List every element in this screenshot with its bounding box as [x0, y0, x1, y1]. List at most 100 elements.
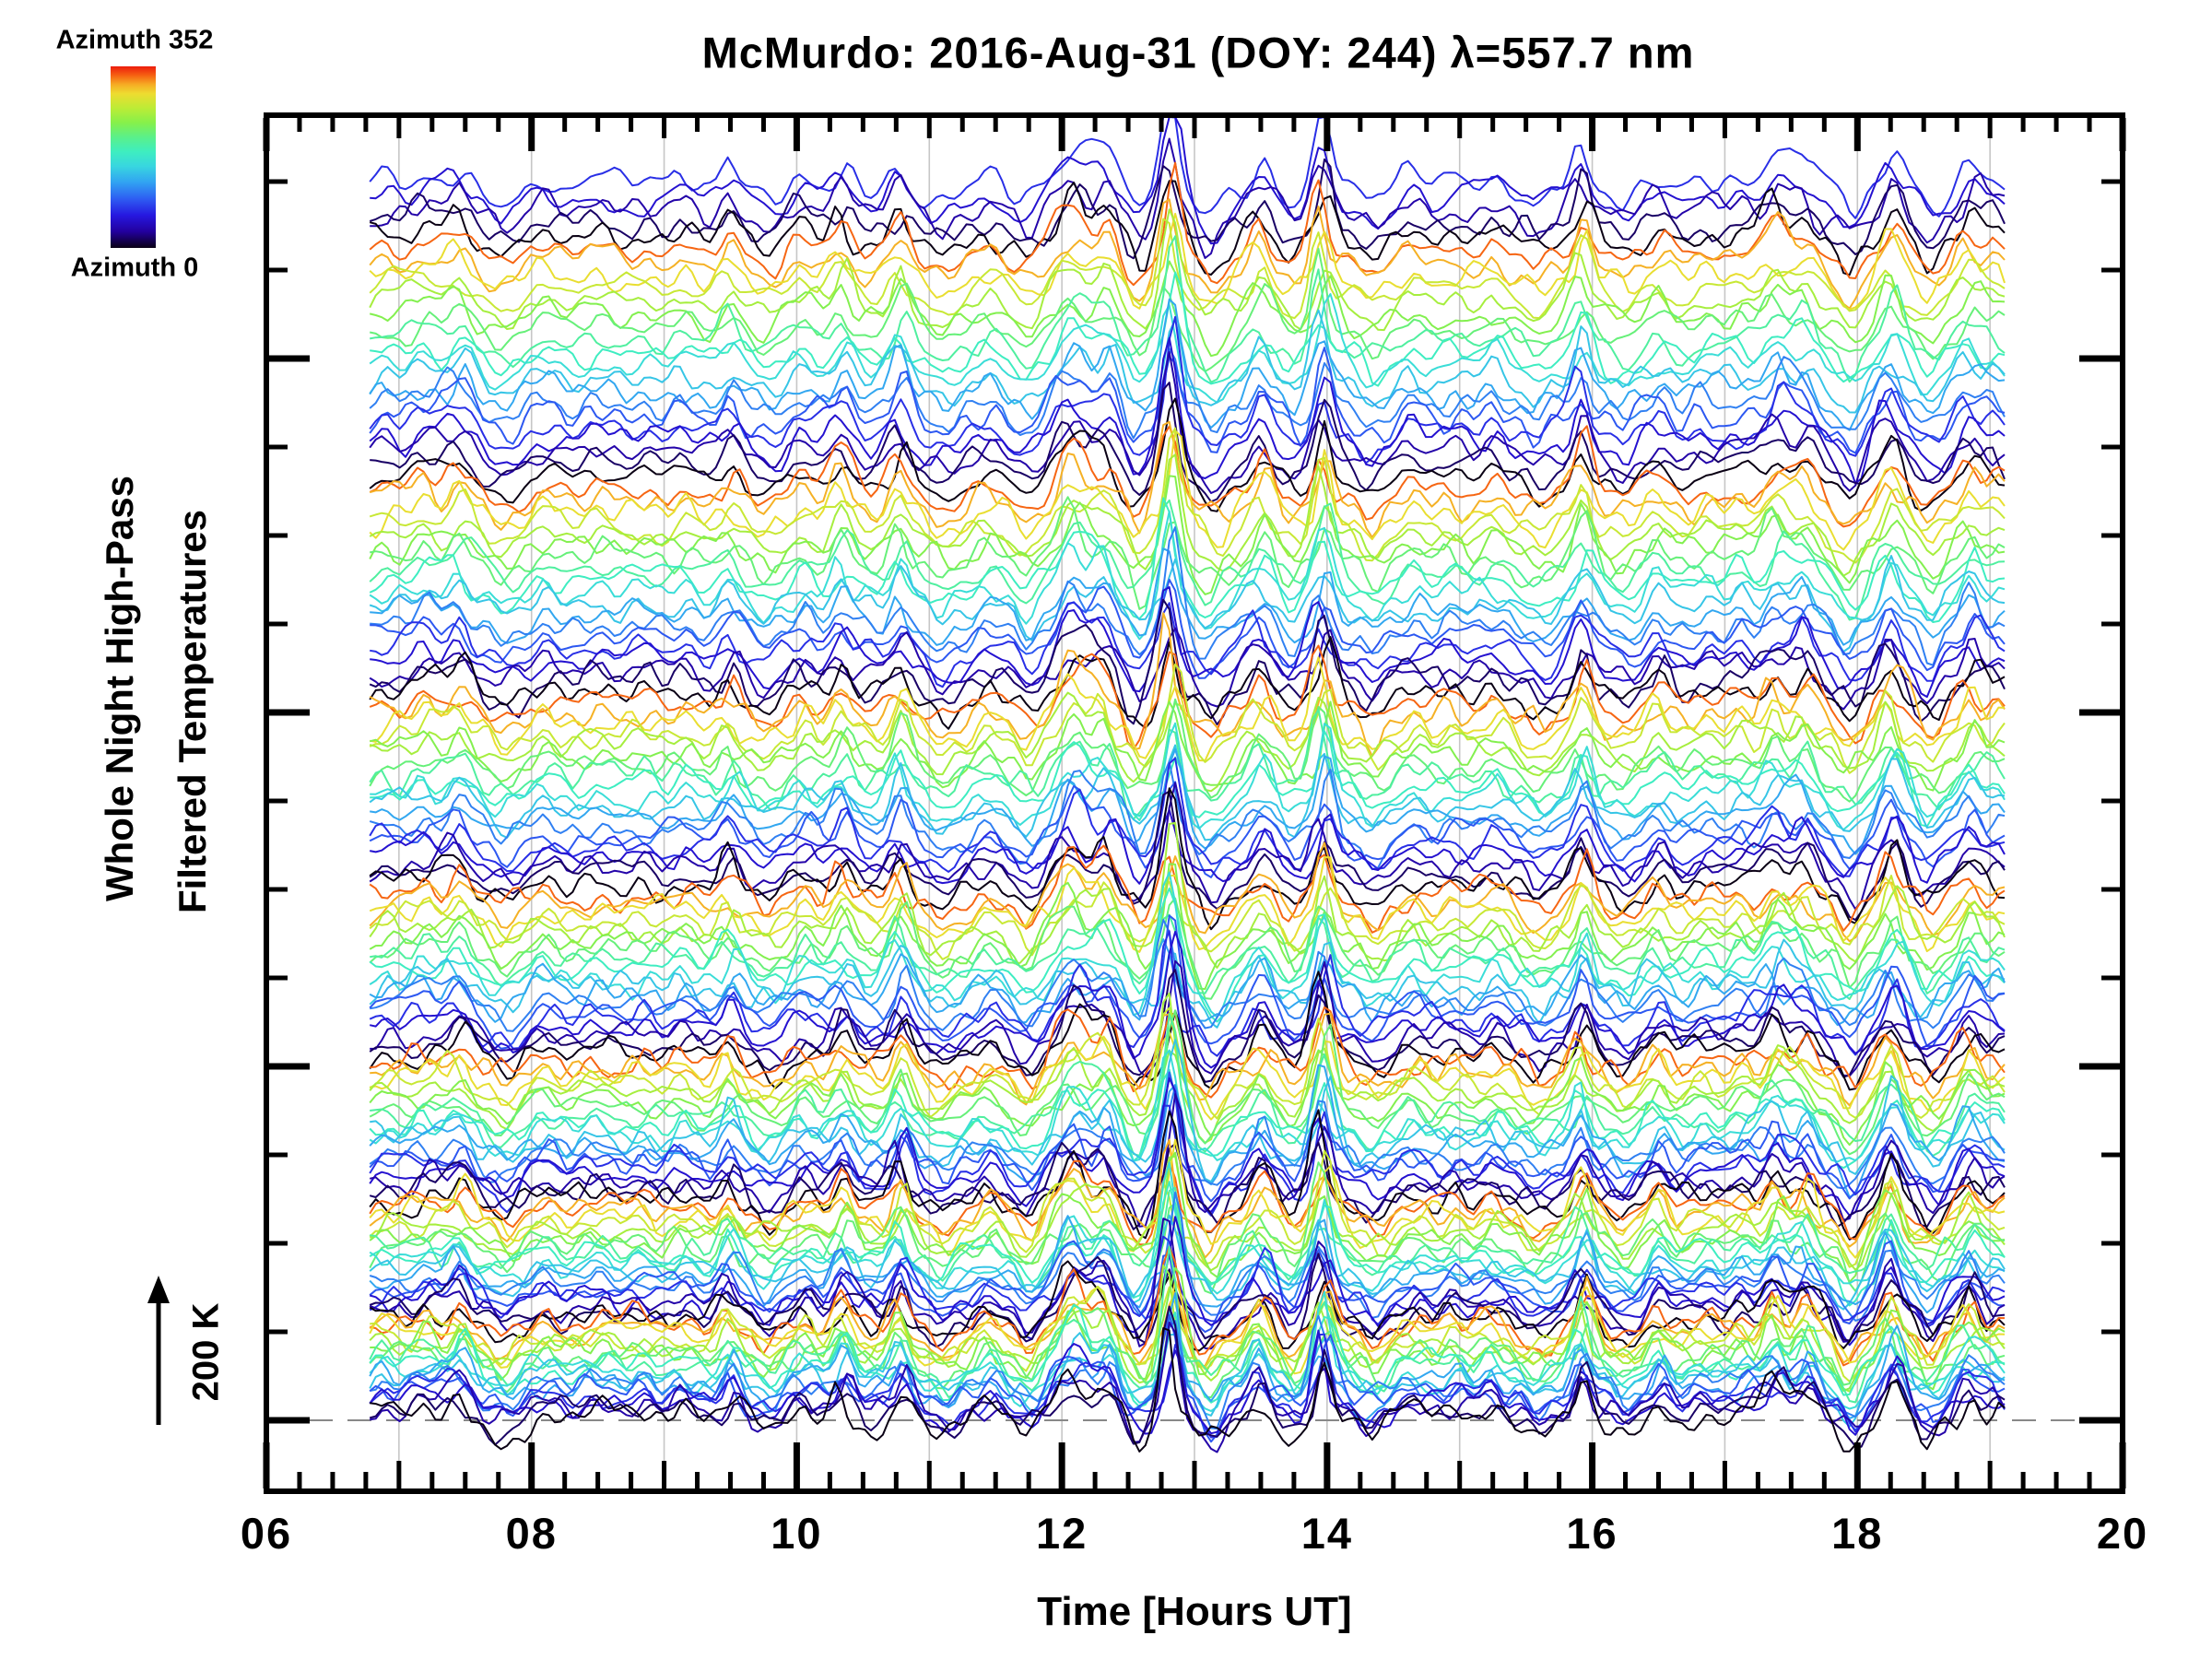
temperature-trace — [369, 453, 2006, 577]
temperature-trace — [369, 644, 2006, 751]
temperature-trace — [369, 497, 2006, 623]
plot-title: McMurdo: 2016-Aug-31 (DOY: 244) λ=557.7 … — [701, 28, 1695, 77]
temperature-trace — [369, 1104, 2006, 1217]
x-tick-label: 08 — [505, 1509, 558, 1558]
temperature-trace — [370, 1266, 2006, 1392]
temperature-trace — [369, 1265, 2006, 1393]
temperature-trace — [370, 137, 2006, 259]
temperature-trace — [370, 1327, 2006, 1453]
y-axis-label-line2: Filtered Temperatures — [171, 509, 214, 914]
x-axis-label: Time [Hours UT] — [1037, 1589, 1352, 1634]
plot-frame — [264, 112, 2125, 1494]
temperature-trace — [370, 656, 2006, 762]
x-tick-label: 10 — [771, 1509, 823, 1558]
temperature-trace — [370, 1321, 2006, 1453]
temperature-trace — [369, 1149, 2006, 1268]
temperature-trace — [370, 722, 2006, 831]
temperature-trace — [370, 271, 2006, 387]
temperature-trace — [370, 748, 2006, 855]
temperature-trace — [369, 887, 2006, 1023]
temperature-trace — [370, 959, 2006, 1077]
x-tick-label: 14 — [1300, 1509, 1353, 1558]
temperature-trace — [369, 691, 2006, 793]
temperature-trace — [369, 158, 2006, 260]
temperature-trace — [369, 180, 2006, 276]
temperature-trace — [369, 1192, 2006, 1322]
temperature-trace — [369, 1332, 2006, 1428]
temperature-trace — [369, 212, 2006, 311]
temperature-trace — [369, 1329, 2006, 1436]
temperature-trace — [369, 663, 2006, 774]
temperature-trace — [369, 1304, 2006, 1398]
temperature-trace — [369, 1009, 2006, 1156]
temperature-trace — [369, 744, 2006, 841]
temperature-trace — [370, 586, 2006, 699]
temperature-trace — [369, 821, 2006, 969]
temperature-trace — [369, 790, 2006, 922]
temperature-trace — [369, 1303, 2006, 1408]
temperature-trace — [369, 1109, 2006, 1241]
temperature-trace — [369, 700, 2006, 792]
x-tick-label: 06 — [240, 1509, 293, 1558]
temperature-trace — [369, 218, 2006, 320]
temperature-trace — [370, 1006, 2006, 1099]
temperature-trace — [369, 116, 2006, 219]
temperature-trace — [369, 336, 2006, 485]
temperature-trace — [369, 1305, 2006, 1448]
temperature-trace — [369, 309, 2006, 414]
temperature-trace — [370, 1186, 2006, 1293]
colorbar-top-label: Azimuth 352 — [55, 25, 214, 55]
azimuth-colorbar — [111, 66, 156, 248]
temperature-trace — [370, 601, 2006, 688]
temperature-trace — [369, 636, 2006, 730]
temperature-trace — [369, 612, 2006, 758]
temperature-trace — [369, 781, 2006, 878]
temperature-trace — [369, 1245, 2006, 1404]
temperature-trace — [369, 315, 2006, 465]
temperature-trace — [369, 971, 2006, 1091]
x-tick-label: 16 — [1566, 1509, 1618, 1558]
colorbar-bottom-label: Azimuth 0 — [70, 253, 199, 283]
temperature-trace — [369, 992, 2006, 1144]
x-tick-label: 18 — [1831, 1509, 1884, 1558]
temperature-trace — [369, 293, 2006, 404]
temperature-trace — [369, 161, 2006, 287]
temperature-trace — [369, 499, 2006, 621]
temperature-trace — [369, 841, 2006, 943]
temperature-trace — [369, 1006, 2006, 1120]
temperature-trace — [369, 429, 2006, 551]
x-tick-label: 20 — [2096, 1509, 2149, 1558]
temperature-trace — [369, 871, 2006, 1018]
scale-arrow-head-icon — [147, 1276, 170, 1303]
temperature-trace — [369, 1071, 2006, 1203]
temperature-trace — [369, 914, 2006, 1050]
temperature-trace — [369, 875, 2006, 960]
temperature-trace — [369, 1141, 2006, 1230]
temperature-trace — [369, 698, 2006, 803]
temperature-trace — [369, 298, 2006, 431]
temperature-trace — [369, 1064, 2006, 1198]
temperature-trace — [369, 260, 2006, 358]
temperature-trace — [369, 247, 2006, 372]
temperature-trace — [369, 782, 2006, 911]
x-tick-label: 12 — [1036, 1509, 1088, 1558]
temperature-trace — [369, 347, 2006, 454]
temperature-trace — [369, 347, 2006, 440]
temperature-trace — [370, 578, 2006, 679]
temperature-trace — [369, 598, 2006, 725]
temperature-trace — [369, 555, 2006, 653]
temperature-trace — [369, 397, 2006, 512]
temperature-trace — [370, 730, 2006, 828]
temperature-trace — [369, 757, 2006, 877]
temperature-trace — [370, 1285, 2006, 1382]
temperature-trace — [369, 1245, 2006, 1367]
temperature-trace — [369, 427, 2006, 564]
temperature-trace — [370, 116, 2006, 245]
temperature-trace — [370, 1013, 2006, 1157]
temperature-trace — [370, 496, 2006, 610]
temperature-trace — [369, 1161, 2006, 1295]
temperature-trace — [370, 808, 2006, 885]
temperature-trace — [369, 1279, 2006, 1375]
